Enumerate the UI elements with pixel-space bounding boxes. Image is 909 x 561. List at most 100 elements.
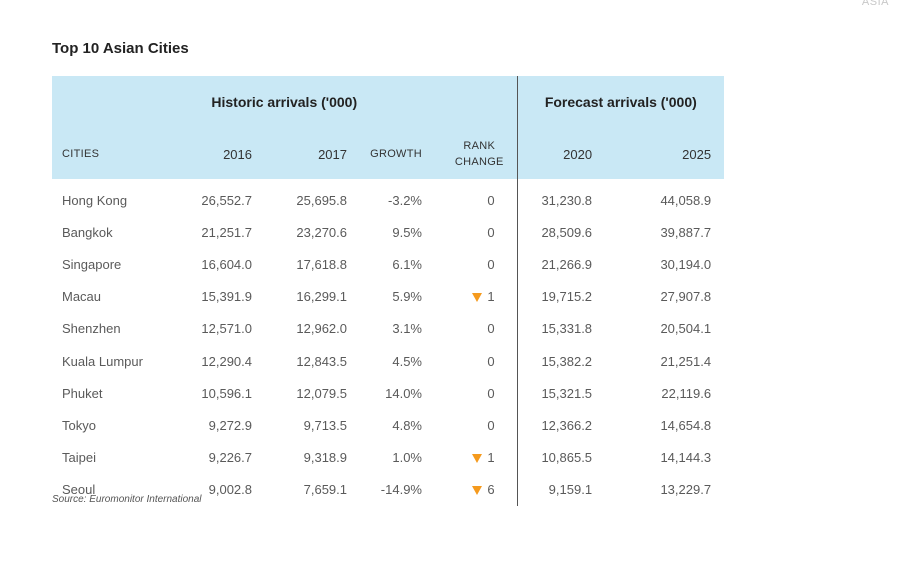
table-row: Singapore 16,604.0 17,618.8 6.1% 0 21,266.9 30…: [52, 248, 724, 281]
rank-change-value: 6: [487, 482, 495, 498]
down-arrow-icon: [472, 486, 483, 496]
growth-cell: 14.0%: [385, 385, 422, 401]
city-cell: Tokyo: [62, 417, 96, 433]
city-cell: Shenzhen: [62, 321, 121, 337]
table-row: Hong Kong 26,552.7 25,695.8 -3.2% 0 31,230.8 4…: [52, 179, 724, 217]
section-tag: ASIA: [861, 0, 889, 8]
value-2020-cell: 15,382.2: [516, 344, 593, 378]
rank-change-cell: 1: [422, 281, 517, 313]
arrivals-table: Historic arrivals ('000) Forecast arriva…: [52, 76, 725, 506]
group-header-row: Historic arrivals ('000) Forecast arriva…: [52, 76, 725, 128]
value-2016-cell: 15,391.9: [201, 289, 252, 305]
value-2017-cell: 17,618.8: [296, 256, 347, 272]
forecast-header: Forecast arrivals ('000): [516, 76, 725, 128]
value-2017-cell: 7,659.1: [303, 482, 347, 498]
city-cell: Taipei: [62, 450, 96, 466]
value-2016-cell: 12,290.4: [201, 353, 252, 369]
page-title: Top 10 Asian Cities: [52, 40, 189, 57]
value-2020-cell: 12,366.2: [516, 409, 593, 442]
col-2017: 2017: [318, 146, 347, 162]
value-2025-cell: 44,058.9: [660, 192, 712, 208]
growth-cell: 5.9%: [392, 289, 422, 305]
col-rank-line2: CHANGE: [454, 156, 504, 168]
growth-cell: 4.5%: [392, 353, 422, 369]
rank-change-cell: 1: [422, 442, 517, 474]
col-cities: CITIES: [62, 148, 100, 160]
down-arrow-icon: [472, 454, 483, 464]
arrivals-table-container: Historic arrivals ('000) Forecast arriva…: [52, 76, 725, 506]
table-row: Tokyo 9,272.9 9,713.5 4.8% 0 12,366.2 14,654.8: [52, 409, 724, 442]
growth-cell: 3.1%: [392, 321, 422, 337]
rank-change-cell: 0: [422, 377, 517, 409]
value-2025-cell: 30,194.0: [660, 256, 712, 272]
value-2020-cell: 9,159.1: [516, 473, 593, 506]
col-growth: GROWTH: [370, 148, 422, 160]
value-2025-cell: 27,907.8: [660, 289, 712, 305]
rank-change-value: 1: [487, 450, 495, 466]
value-2017-cell: 25,695.8: [296, 192, 347, 208]
col-rank-change: RANK CHANGE: [422, 128, 517, 179]
value-2016-cell: 9,272.9: [208, 417, 252, 433]
value-2020-cell: 19,715.2: [516, 280, 593, 313]
city-cell: Singapore: [62, 256, 122, 272]
table-row: Phuket 10,596.1 12,079.5 14.0% 0 15,321.5 22,1…: [52, 377, 724, 410]
value-2025-cell: 13,229.7: [660, 482, 712, 498]
rank-change-value: 1: [487, 289, 495, 305]
value-2017-cell: 12,962.0: [296, 321, 347, 337]
value-2020-cell: 15,331.8: [516, 312, 593, 345]
rank-change-value: 0: [487, 256, 495, 272]
value-2017-cell: 16,299.1: [296, 289, 347, 305]
table-row: Macau 15,391.9 16,299.1 5.9% 1 19,715.2 27,907…: [52, 280, 724, 313]
value-2025-cell: 14,654.8: [660, 417, 712, 433]
value-2016-cell: 9,002.8: [208, 482, 252, 498]
growth-cell: -3.2%: [388, 192, 422, 208]
value-2017-cell: 9,318.9: [303, 450, 347, 466]
rank-change-value: 0: [487, 353, 495, 369]
source-note: Source: Euromonitor International: [52, 494, 202, 505]
table-row: Shenzhen 12,571.0 12,962.0 3.1% 0 15,331.8 20,…: [52, 312, 724, 345]
rank-change-cell: 6: [422, 474, 517, 506]
growth-cell: 6.1%: [392, 256, 422, 272]
value-2016-cell: 12,571.0: [201, 321, 252, 337]
rank-change-value: 0: [487, 321, 495, 337]
value-2020-cell: 10,865.5: [516, 441, 593, 474]
value-2025-cell: 21,251.4: [660, 353, 712, 369]
value-2025-cell: 22,119.6: [661, 385, 712, 401]
col-2025: 2025: [682, 146, 712, 162]
table-row: Kuala Lumpur 12,290.4 12,843.5 4.5% 0 15,382.…: [52, 344, 724, 378]
growth-cell: 4.8%: [392, 417, 422, 433]
value-2020-cell: 15,321.5: [516, 377, 593, 410]
rank-change-value: 0: [487, 417, 495, 433]
value-2020-cell: 21,266.9: [516, 248, 593, 281]
value-2017-cell: 9,713.5: [303, 417, 347, 433]
value-2017-cell: 12,079.5: [296, 385, 347, 401]
growth-cell: 1.0%: [392, 450, 422, 466]
growth-cell: 9.5%: [392, 224, 422, 240]
col-2020: 2020: [516, 128, 593, 179]
value-2016-cell: 10,596.1: [201, 385, 252, 401]
rank-change-value: 0: [487, 224, 495, 240]
rank-change-cell: 0: [422, 216, 517, 248]
table-row: Seoul 9,002.8 7,659.1 -14.9% 6 9,159.1 13,229.…: [52, 473, 724, 506]
rank-change-cell: 0: [422, 248, 517, 280]
value-2016-cell: 9,226.7: [208, 450, 252, 466]
rank-change-cell: 0: [422, 409, 517, 441]
city-cell: Phuket: [62, 385, 103, 401]
table-row: Bangkok 21,251.7 23,270.6 9.5% 0 28,509.6 39,8…: [52, 216, 724, 249]
value-2025-cell: 20,504.1: [660, 321, 712, 337]
value-2016-cell: 21,251.7: [201, 224, 252, 240]
value-2025-cell: 14,144.3: [660, 450, 712, 466]
city-cell: Macau: [62, 289, 102, 305]
value-2017-cell: 12,843.5: [296, 353, 347, 369]
col-rank-line1: RANK: [463, 140, 496, 152]
city-cell: Seoul: [62, 482, 96, 498]
value-2020-cell: 31,230.8: [516, 179, 593, 217]
value-2016-cell: 26,552.7: [201, 192, 252, 208]
rank-change-cell: 0: [422, 179, 517, 216]
city-cell: Kuala Lumpur: [62, 353, 143, 369]
col-2016: 2016: [223, 146, 252, 162]
value-2016-cell: 16,604.0: [201, 256, 252, 272]
column-header-row: CITIES 2016 2017 GROWTH RANK CHANGE 2020…: [52, 128, 725, 179]
rank-change-value: 0: [487, 385, 495, 401]
value-2025-cell: 39,887.7: [660, 224, 712, 240]
